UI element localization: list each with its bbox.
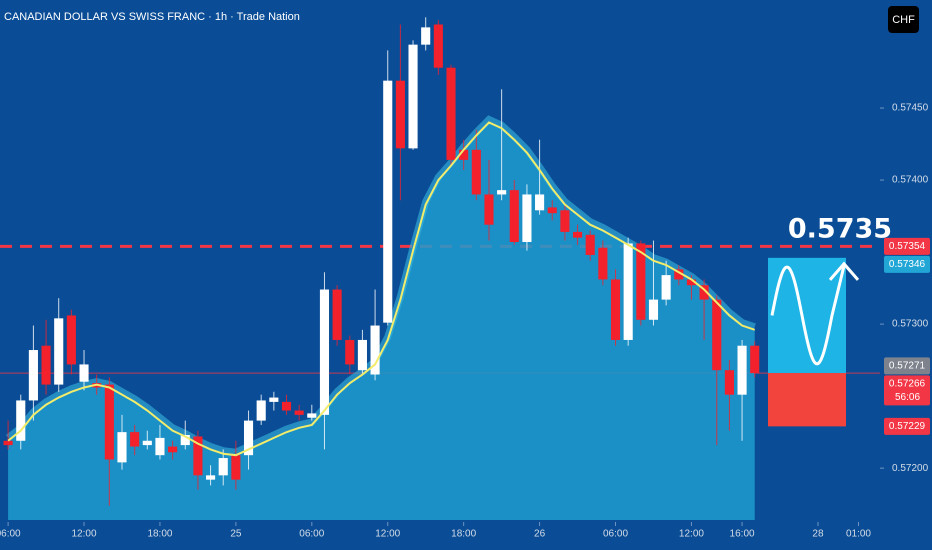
candle-body (54, 318, 64, 385)
candle-body (724, 370, 734, 395)
candle-body (750, 345, 760, 374)
candle-body (269, 397, 279, 402)
candle-body (332, 289, 342, 340)
candle-body (572, 231, 583, 238)
price-label-box (884, 255, 930, 273)
candle-body (281, 401, 292, 411)
candle-body (180, 435, 190, 446)
y-tick-label: 0.57200 (892, 463, 929, 474)
projection-arrow (828, 261, 860, 281)
candle-body (699, 285, 709, 300)
candle-body (674, 269, 684, 280)
plot: 0.5735 0.57200 0.57300 0.57400 0.57450 0.5735… (0, 17, 930, 540)
currency-button[interactable] (888, 6, 919, 33)
price-label: 0.57229 (889, 421, 926, 432)
projection-wave (770, 265, 846, 366)
candle-body (421, 27, 431, 45)
x-tick-label: 18:00 (147, 529, 172, 540)
price-label-box (884, 417, 930, 435)
y-tick-label: 0.57450 (892, 103, 929, 114)
candle-body (560, 210, 570, 232)
candle-body (484, 194, 494, 225)
candle-body (459, 149, 469, 160)
candle-body (206, 475, 216, 480)
candle-body (117, 432, 127, 463)
candle-body (623, 243, 633, 340)
candle-body (130, 432, 140, 447)
candle-body (535, 194, 545, 211)
candle-body (446, 67, 456, 160)
candle-body (383, 80, 393, 323)
candle-body (319, 289, 330, 415)
candle-body (79, 364, 89, 382)
x-tick-label: 06:00 (299, 529, 324, 540)
price-label-box (884, 237, 930, 255)
candle-body (737, 345, 747, 395)
candle-body (497, 190, 507, 195)
countdown: 56:06 (895, 392, 920, 403)
candle-body (509, 190, 519, 242)
candle-body (28, 350, 38, 401)
projection-box (768, 373, 846, 427)
price-label-box (884, 357, 930, 375)
ma-area-edge (5, 115, 756, 456)
candle-body (598, 247, 608, 280)
price-label: 0.57266 (889, 379, 926, 390)
candle-body (686, 279, 697, 286)
candle-body (585, 234, 595, 255)
x-tick-label: 06:00 (603, 529, 628, 540)
ma-line (7, 121, 756, 457)
candle-body (104, 384, 114, 460)
x-tick-label: 26 (534, 529, 546, 540)
candle-body (636, 243, 646, 320)
candle-body (395, 80, 405, 149)
x-tick-label: 28 (812, 529, 824, 540)
candle-body (610, 279, 621, 340)
candle-body (155, 437, 165, 456)
candle-body (547, 207, 557, 214)
y-tick-label: 0.57400 (892, 175, 929, 186)
x-tick-label: 01:00 (846, 529, 871, 540)
candle-body (433, 24, 443, 68)
candle-body (522, 194, 532, 242)
candle-body (168, 446, 178, 453)
x-tick-label: 12:00 (679, 529, 704, 540)
chart-title: CANADIAN DOLLAR VS SWISS FRANC · 1h · Tr… (4, 11, 300, 23)
candle-body (218, 458, 228, 476)
candle-body (231, 455, 241, 480)
price-label: 0.57271 (889, 361, 926, 372)
price-label: 0.57346 (889, 259, 926, 270)
price-label: 0.57354 (889, 241, 926, 252)
x-tick-label: 25 (230, 529, 242, 540)
candle-body (294, 410, 304, 415)
x-tick-label: 18:00 (451, 529, 476, 540)
candle-body (256, 400, 266, 421)
candle-body (66, 315, 76, 365)
candle-body (307, 413, 317, 418)
x-tick-label: 12:00 (375, 529, 400, 540)
price-label-box (884, 375, 930, 406)
candle-body (408, 44, 418, 149)
candle-body (370, 325, 380, 375)
candle-body (41, 345, 51, 385)
x-tick-label: 12:00 (72, 529, 97, 540)
candle-body (661, 275, 671, 300)
x-tick-label: 16:00 (730, 529, 755, 540)
candle-body (648, 299, 659, 320)
candle-body (712, 299, 722, 371)
candle-body (357, 339, 367, 371)
candle-body (345, 339, 355, 365)
candle-body (243, 420, 254, 456)
currency-button-label[interactable]: CHF (892, 14, 915, 26)
candle-body (3, 440, 13, 446)
candle-body (16, 400, 26, 441)
target-label: 0.5735 (788, 214, 892, 245)
candle-body (193, 436, 203, 476)
candle-body (142, 440, 152, 446)
y-tick-label: 0.57300 (892, 319, 929, 330)
candle-body (471, 149, 481, 195)
x-tick-label: 06:00 (0, 529, 21, 540)
